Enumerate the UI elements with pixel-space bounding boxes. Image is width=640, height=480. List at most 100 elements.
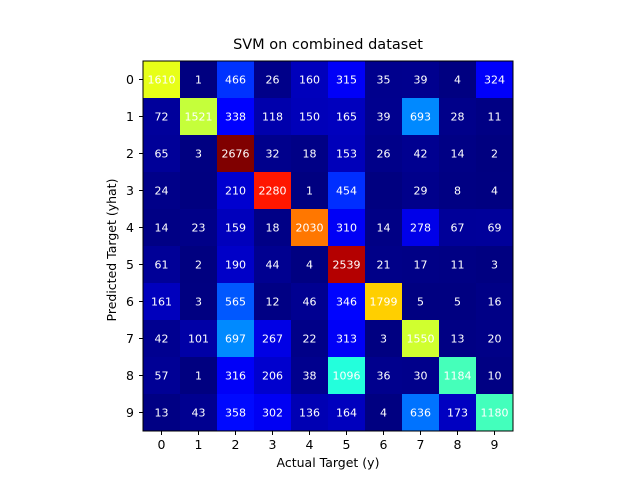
heatmap-cell-label: 28 <box>451 111 465 124</box>
heatmap-cell <box>328 283 366 321</box>
x-tick-label: 6 <box>380 437 388 452</box>
heatmap-cell <box>365 98 403 136</box>
x-tick-label: 7 <box>417 437 425 452</box>
heatmap-cell <box>217 394 255 432</box>
heatmap-cell-label: 11 <box>488 111 502 124</box>
heatmap-cell-label: 35 <box>377 74 391 87</box>
heatmap-cell <box>254 135 292 173</box>
heatmap-cell <box>291 61 329 99</box>
heatmap-cell-label: 165 <box>336 111 357 124</box>
heatmap-cell <box>328 357 366 395</box>
heatmap-cell-label: 8 <box>454 185 461 198</box>
heatmap-cell-label: 57 <box>155 370 169 383</box>
heatmap-cell-label: 313 <box>336 333 357 346</box>
heatmap-cell-label: 1 <box>195 370 202 383</box>
heatmap-cell <box>439 172 477 210</box>
heatmap-cell <box>291 357 329 395</box>
heatmap-cell <box>254 246 292 284</box>
heatmap-cell <box>476 135 514 173</box>
heatmap-cell-label: 69 <box>488 222 502 235</box>
heatmap-cell <box>328 209 366 247</box>
x-tick-label: 5 <box>343 437 351 452</box>
heatmap-cell <box>254 357 292 395</box>
heatmap-cell <box>143 135 181 173</box>
heatmap-cell-label: 32 <box>266 148 280 161</box>
heatmap-cell-label: 1550 <box>407 333 435 346</box>
heatmap-cell <box>180 135 218 173</box>
heatmap-cell <box>217 283 255 321</box>
y-tick-label: 0 <box>126 72 134 87</box>
heatmap-cell-label: 72 <box>155 111 169 124</box>
heatmap-cell <box>180 61 218 99</box>
heatmap-cell-label: 1521 <box>185 111 213 124</box>
x-tick-label: 2 <box>232 437 240 452</box>
heatmap-cell <box>439 357 477 395</box>
heatmap-cell <box>143 283 181 321</box>
heatmap-cell <box>143 209 181 247</box>
heatmap-cell-label: 278 <box>410 222 431 235</box>
heatmap-cell-label: 4 <box>491 185 498 198</box>
heatmap-cell <box>143 357 181 395</box>
y-tick-label: 1 <box>126 109 134 124</box>
heatmap-cell <box>402 172 440 210</box>
heatmap-cell <box>291 135 329 173</box>
heatmap-cell-label: 206 <box>262 370 283 383</box>
heatmap-cell <box>365 357 403 395</box>
heatmap-cell-label: 17 <box>414 259 428 272</box>
heatmap-cell-label: 153 <box>336 148 357 161</box>
heatmap-cell-label: 1180 <box>481 407 509 420</box>
heatmap-cell-label: 13 <box>155 407 169 420</box>
x-tick-label: 3 <box>269 437 277 452</box>
heatmap-cell-label: 2539 <box>333 259 361 272</box>
heatmap-cell-label: 190 <box>225 259 246 272</box>
heatmap-cell <box>439 283 477 321</box>
heatmap-cell-label: 159 <box>225 222 246 235</box>
heatmap-cell-label: 3 <box>195 148 202 161</box>
heatmap-cell <box>180 98 218 136</box>
heatmap-cell <box>439 209 477 247</box>
y-axis-ticks: 0 1 2 3 4 5 6 7 8 9 <box>126 72 143 420</box>
heatmap-cell-label: 14 <box>377 222 391 235</box>
heatmap-cell <box>402 320 440 358</box>
heatmap-cell <box>143 320 181 358</box>
heatmap-cell <box>180 246 218 284</box>
heatmap-cell <box>254 61 292 99</box>
heatmap-cell-label: 302 <box>262 407 283 420</box>
heatmap-cell <box>402 357 440 395</box>
y-tick-label: 6 <box>126 294 134 309</box>
y-axis-label: Predicted Target (yhat) <box>104 179 119 322</box>
heatmap-cell-label: 693 <box>410 111 431 124</box>
y-tick-label: 4 <box>126 220 134 235</box>
heatmap-cell <box>476 357 514 395</box>
heatmap-cell <box>291 172 329 210</box>
x-tick-label: 1 <box>195 437 203 452</box>
heatmap-cell-label: 565 <box>225 296 246 309</box>
y-tick-label: 3 <box>126 183 134 198</box>
heatmap-cell <box>217 98 255 136</box>
heatmap-cell <box>143 98 181 136</box>
heatmap-cell-label: 2030 <box>296 222 324 235</box>
heatmap-cell <box>180 209 218 247</box>
heatmap-cell-label: 2 <box>195 259 202 272</box>
heatmap-cell <box>217 357 255 395</box>
heatmap-cell <box>402 209 440 247</box>
heatmap-cell-label: 150 <box>299 111 320 124</box>
heatmap-cell-label: 118 <box>262 111 283 124</box>
heatmap-cell-label: 2280 <box>259 185 287 198</box>
heatmap-cell-label: 315 <box>336 74 357 87</box>
heatmap-cell-label: 161 <box>151 296 172 309</box>
heatmap-cell <box>291 209 329 247</box>
heatmap-cell-label: 14 <box>155 222 169 235</box>
heatmap-cell <box>328 61 366 99</box>
heatmap-cell <box>254 320 292 358</box>
heatmap-cell <box>439 394 477 432</box>
heatmap-cell <box>439 246 477 284</box>
heatmap-cell-label: 11 <box>451 259 465 272</box>
heatmap-cell-label: 4 <box>454 74 461 87</box>
heatmap-cell <box>291 320 329 358</box>
heatmap-cell <box>402 98 440 136</box>
heatmap-cell <box>476 61 514 99</box>
heatmap-cell-label: 358 <box>225 407 246 420</box>
heatmap-cell <box>476 209 514 247</box>
heatmap-cell-label: 14 <box>451 148 465 161</box>
